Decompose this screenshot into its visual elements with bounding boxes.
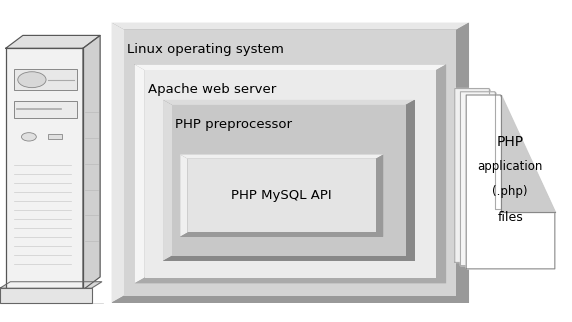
Polygon shape xyxy=(376,155,383,237)
Text: PHP preprocessor: PHP preprocessor xyxy=(175,118,292,131)
Polygon shape xyxy=(112,23,124,303)
Polygon shape xyxy=(163,100,172,261)
Bar xyxy=(112,23,469,303)
Polygon shape xyxy=(489,89,543,206)
Polygon shape xyxy=(112,23,469,30)
Polygon shape xyxy=(163,256,415,261)
Polygon shape xyxy=(180,155,188,237)
Bar xyxy=(188,159,376,232)
Polygon shape xyxy=(0,282,102,288)
Polygon shape xyxy=(163,100,415,105)
Text: Apache web server: Apache web server xyxy=(148,83,276,96)
Text: PHP: PHP xyxy=(496,135,524,149)
Polygon shape xyxy=(180,155,383,159)
Bar xyxy=(180,155,383,237)
Text: files: files xyxy=(497,211,523,223)
Polygon shape xyxy=(112,296,469,303)
Bar xyxy=(48,134,62,139)
Circle shape xyxy=(18,72,46,88)
Circle shape xyxy=(22,133,37,141)
Polygon shape xyxy=(436,64,446,283)
Bar xyxy=(14,101,77,118)
Bar xyxy=(163,100,415,261)
Polygon shape xyxy=(466,95,555,269)
Polygon shape xyxy=(495,92,549,209)
Text: (.php): (.php) xyxy=(492,185,528,198)
Polygon shape xyxy=(455,89,543,262)
Polygon shape xyxy=(460,92,549,266)
Polygon shape xyxy=(134,278,446,283)
Bar xyxy=(124,30,456,296)
Polygon shape xyxy=(6,35,100,48)
Text: PHP MySQL API: PHP MySQL API xyxy=(232,189,332,202)
Polygon shape xyxy=(180,232,383,237)
Polygon shape xyxy=(500,95,555,212)
Bar xyxy=(6,48,83,290)
Text: application: application xyxy=(478,160,543,173)
Polygon shape xyxy=(134,64,446,70)
Text: Linux operating system: Linux operating system xyxy=(127,43,284,55)
Bar xyxy=(134,64,446,283)
Bar xyxy=(145,70,436,278)
Polygon shape xyxy=(83,35,100,290)
Bar xyxy=(0,288,92,303)
Polygon shape xyxy=(406,100,415,261)
Polygon shape xyxy=(456,23,469,303)
Bar xyxy=(172,105,406,256)
Bar xyxy=(14,69,77,90)
Polygon shape xyxy=(134,64,145,283)
